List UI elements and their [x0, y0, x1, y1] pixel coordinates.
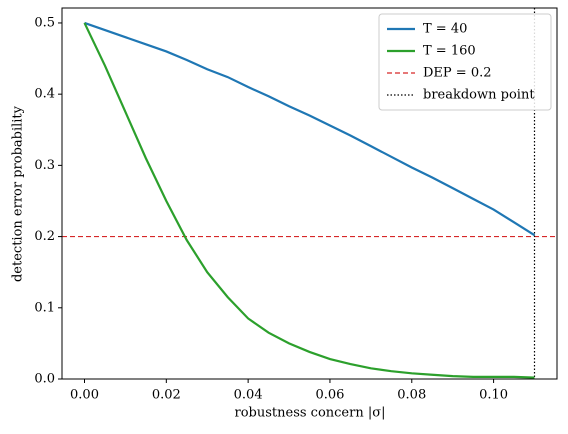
- legend-label: T = 160: [423, 44, 476, 59]
- legend-box: [378, 13, 552, 111]
- x-tick-label: 0.00: [70, 388, 99, 403]
- x-tick-label: 0.10: [479, 388, 508, 403]
- y-tick-label: 0.0: [34, 372, 55, 387]
- y-tick-label: 0.5: [34, 15, 55, 30]
- x-tick-label: 0.02: [152, 388, 181, 403]
- x-tick-label: 0.06: [315, 388, 344, 403]
- y-tick-label: 0.1: [34, 300, 55, 315]
- x-tick-label: 0.08: [397, 388, 426, 403]
- legend-label: breakdown point: [423, 88, 535, 103]
- y-axis-label: detection error probability: [11, 105, 26, 282]
- x-tick-label: 0.04: [234, 388, 263, 403]
- legend-label: DEP = 0.2: [423, 66, 492, 81]
- x-axis-label: robustness concern |σ|: [235, 406, 386, 421]
- legend-label: T = 40: [423, 22, 467, 37]
- y-tick-label: 0.3: [34, 158, 55, 173]
- plot-frame: [61, 7, 558, 380]
- series-line: [84, 21, 536, 237]
- series-line: [83, 22, 535, 379]
- y-tick-label: 0.4: [34, 87, 55, 102]
- y-tick-label: 0.2: [34, 229, 55, 244]
